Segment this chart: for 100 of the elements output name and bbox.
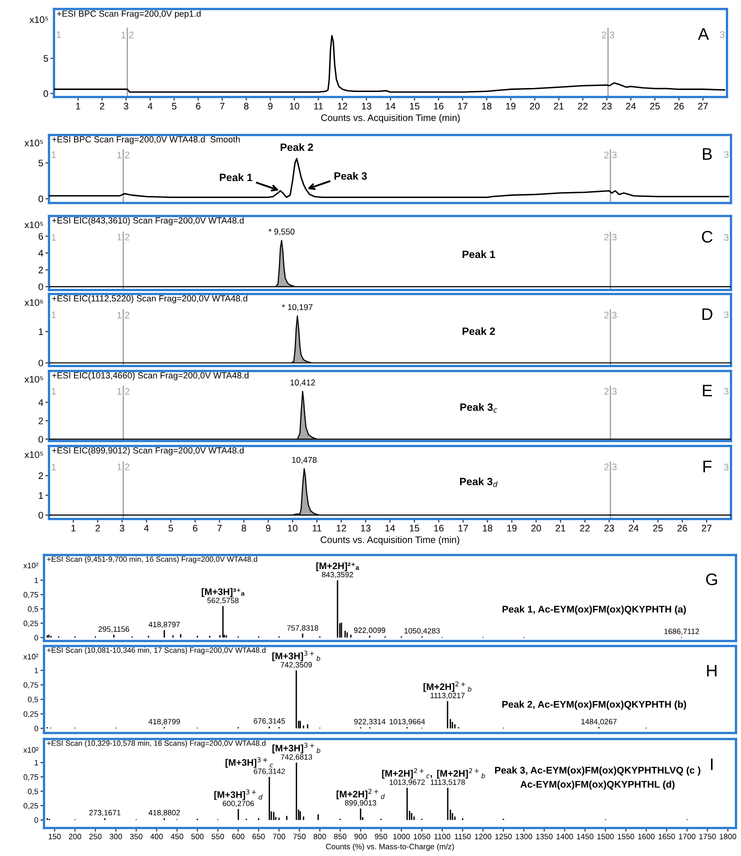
x-tick-label: 20 [531,524,542,532]
annotation: Peak 1 [462,250,496,258]
x-tick-label: 16 [434,102,444,110]
annotation: 3 [724,464,729,470]
x-tick-label: 23 [602,102,612,110]
x-tick-label: 3 [120,524,124,532]
annotation: 2 3 [602,32,614,38]
annotation: 2 3 [604,152,617,158]
annotation: [M+2H]$^{2+}$$_{c}$, [382,768,432,779]
x-tick-label: 25 [653,524,663,532]
x-tick-label: 1 [71,524,76,532]
annotation: 2 3 [604,234,617,240]
y-tick-label: 2 [38,418,43,424]
annotation: B [702,148,712,160]
y-tick-label: 5 [38,160,44,166]
y-tick-label: 2 [38,472,43,480]
chart-title: +ESI EIC(899,9012) Scan Frag=200,0V WTA48.d [52,447,244,456]
x-tick-label: 21 [556,524,566,532]
annotation: [M+2H]²⁺ₐ [316,562,360,572]
x-tick-label: 5 [168,524,174,532]
annotation: D [702,308,712,320]
y-tick-label: 4 [38,399,44,406]
x-tick-label: 10 [290,102,300,110]
annotation: 1 2 [117,464,130,470]
annotation: C [702,230,713,243]
annotation: 1 2 [117,152,130,158]
x-tick-label: 9 [266,524,270,532]
y-tick-label: 1 [38,328,43,335]
annotation: A [698,28,709,40]
annotation: G [706,573,718,586]
annotation: 1 [52,388,56,394]
annotation: 3 [724,311,729,318]
x-tick-label: 26 [678,524,688,532]
chart-title: +ESI EIC(1013,4660) Scan Frag=200,0V WTA48.d [52,372,248,380]
x-tick-label: 26 [674,102,684,110]
x-tick-label: 2 [100,102,104,110]
y-tick-label: 0 [38,512,44,519]
x-axis-title: Counts vs. Acquisition Time (min) [320,536,460,545]
x-tick-label: 19 [506,102,516,110]
x-tick-label: 6 [192,524,198,532]
annotation: 2 3 [604,312,617,318]
annotation: [M+2H]$^{2+}$$_{b}$ [437,768,486,779]
y-tick-label: 0 [44,90,48,97]
annotation: 1 2 [117,234,130,240]
annotation: 1 [56,31,61,38]
x-tick-label: 27 [698,102,708,110]
x-tick-label: 4 [148,102,152,110]
y-tick-label: 4 [38,250,44,256]
x-tick-label: 4 [144,524,149,532]
x-tick-label: 15 [410,102,420,110]
annotation: Peak 3$_{d}$ [460,478,498,488]
x-tick-label: 24 [626,102,636,110]
annotation: [M+3H]$^{3+}$$_{d}$ [214,789,263,800]
x-tick-label: 12 [336,524,346,532]
chart-title: +ESI EIC(843,3610) Scan Frag=200,0V WTA48.d [52,217,244,226]
x-tick-label: 18 [482,102,492,110]
annotation: 2 3 [604,464,617,470]
y-axis-title: x10⁵ [24,221,43,228]
annotation: 1 [52,464,56,470]
x-tick-label: 13 [362,102,372,110]
x-tick-label: 10 [288,524,298,532]
annotation: H [707,664,716,676]
annotation: [M+2H]$^{2+}$$_{d}$ [336,788,385,800]
x-tick-label: 2 [96,524,100,532]
x-tick-label: 8 [242,524,246,532]
annotation: I [711,758,713,770]
y-tick-label: 0 [38,283,44,290]
annotation: 1 [52,234,56,241]
annotation: 2 3 [604,388,617,395]
annotation: 3 [724,234,729,241]
annotation: Peak 2 [280,143,314,151]
x-tick-label: 14 [386,102,396,110]
annotation: 3 [724,151,729,158]
y-tick-label: 0 [38,436,44,443]
annotation: 3 [724,388,729,395]
x-tick-label: 7 [217,524,222,532]
x-tick-label: 17 [458,524,468,532]
y-axis-title: x10⁵ [30,16,48,23]
x-tick-label: 7 [220,102,224,110]
annotation: [M+2H]$^{2+}$$_{b}$ [424,681,472,692]
annotation: 1 [52,312,56,318]
y-tick-label: 6 [38,233,44,240]
x-tick-label: 11 [314,102,323,110]
chart-title: +ESI BPC Scan Frag=200,0V WTA48.d Smooth [52,136,240,144]
x-tick-label: 22 [578,102,588,110]
annotation: Ac-EYM(ox)FM(ox)QKYPHTHL (d) [520,780,675,790]
x-tick-label: 21 [554,102,564,110]
annotation: 1 2 [117,388,130,395]
x-tick-label: 1 [76,102,80,110]
x-tick-label: 25 [650,102,660,110]
x-tick-label: 22 [580,524,590,532]
annotation: 1 2 [117,312,130,318]
x-tick-label: 14 [385,524,395,532]
annotation: Peak 1 [220,173,252,182]
x-tick-label: 18 [482,524,492,532]
annotation: 3 [720,31,725,38]
x-tick-label: 27 [702,524,712,532]
y-tick-label: 1 [38,492,43,499]
annotation: * 9,550 [268,228,294,236]
y-axis-title: x10⁶ [24,299,43,306]
